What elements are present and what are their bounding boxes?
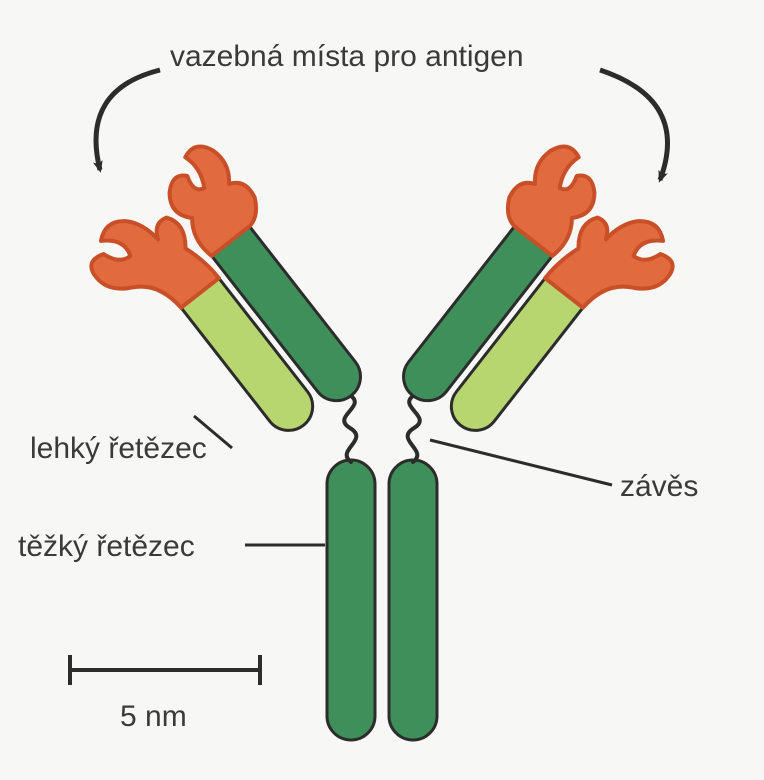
label-hinge: závěs <box>620 470 698 504</box>
scale-bar <box>70 655 260 685</box>
antibody-figure <box>0 0 764 780</box>
label-scale: 5 nm <box>120 700 187 734</box>
label-light-chain: lehký řetězec <box>30 432 207 466</box>
antibody-diagram: vazebná místa pro antigen lehký řetězec … <box>0 0 764 780</box>
label-heavy-chain: těžký řetězec <box>18 530 195 564</box>
label-antigen-binding-sites: vazebná místa pro antigen <box>170 40 524 74</box>
hinge-right <box>408 394 420 462</box>
hinge-left <box>344 394 356 462</box>
arrow-to-left-site <box>96 70 160 170</box>
arrow-to-right-site <box>600 70 668 180</box>
leader-hinge <box>430 440 612 485</box>
